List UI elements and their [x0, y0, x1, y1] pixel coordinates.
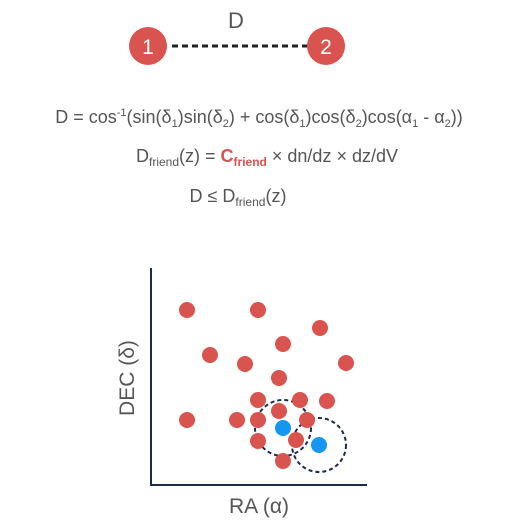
y-axis-label: DEC (δ): [116, 340, 139, 416]
galaxy-point: [275, 336, 291, 352]
galaxy-point: [299, 412, 315, 428]
node-2-label: 2: [320, 36, 332, 59]
galaxy-point: [202, 347, 218, 363]
galaxy-point: [338, 355, 354, 371]
galaxy-point: [229, 412, 245, 428]
x-axis-label: RA (α): [229, 495, 289, 518]
galaxy-point: [312, 320, 328, 336]
galaxy-point: [237, 356, 253, 372]
galaxy-point: [319, 393, 335, 409]
galaxy-point: [179, 412, 195, 428]
sky-scatter: RA (α) DEC (δ): [116, 268, 367, 518]
distance-label: D: [228, 8, 244, 33]
galaxy-point: [271, 403, 287, 419]
galaxy-point: [250, 412, 266, 428]
galaxy-point: [179, 302, 195, 318]
link-diagram: D 1 2: [129, 8, 345, 65]
linked-galaxy-point: [311, 437, 327, 453]
node-1-label: 1: [142, 36, 154, 59]
node-2: [307, 27, 345, 65]
node-1: [129, 27, 167, 65]
angular-distance-equation: D = cos-1(sin(δ1)sin(δ2) + cos(δ1)cos(δ2…: [55, 107, 463, 130]
galaxy-point: [275, 453, 291, 469]
galaxy-point: [292, 392, 308, 408]
c-friend-constant: C: [221, 146, 234, 166]
galaxy-point: [250, 302, 266, 318]
linking-length-equation: Dfriend(z) = Cfriend × dn/dz × dz/dV: [136, 146, 398, 169]
galaxy-point: [250, 392, 266, 408]
linked-galaxy-point: [275, 420, 291, 436]
galaxy-point: [271, 370, 287, 386]
galaxy-point: [288, 432, 304, 448]
friend-condition-equation: D ≤ Dfriend(z): [190, 186, 287, 209]
galaxy-point: [250, 433, 266, 449]
